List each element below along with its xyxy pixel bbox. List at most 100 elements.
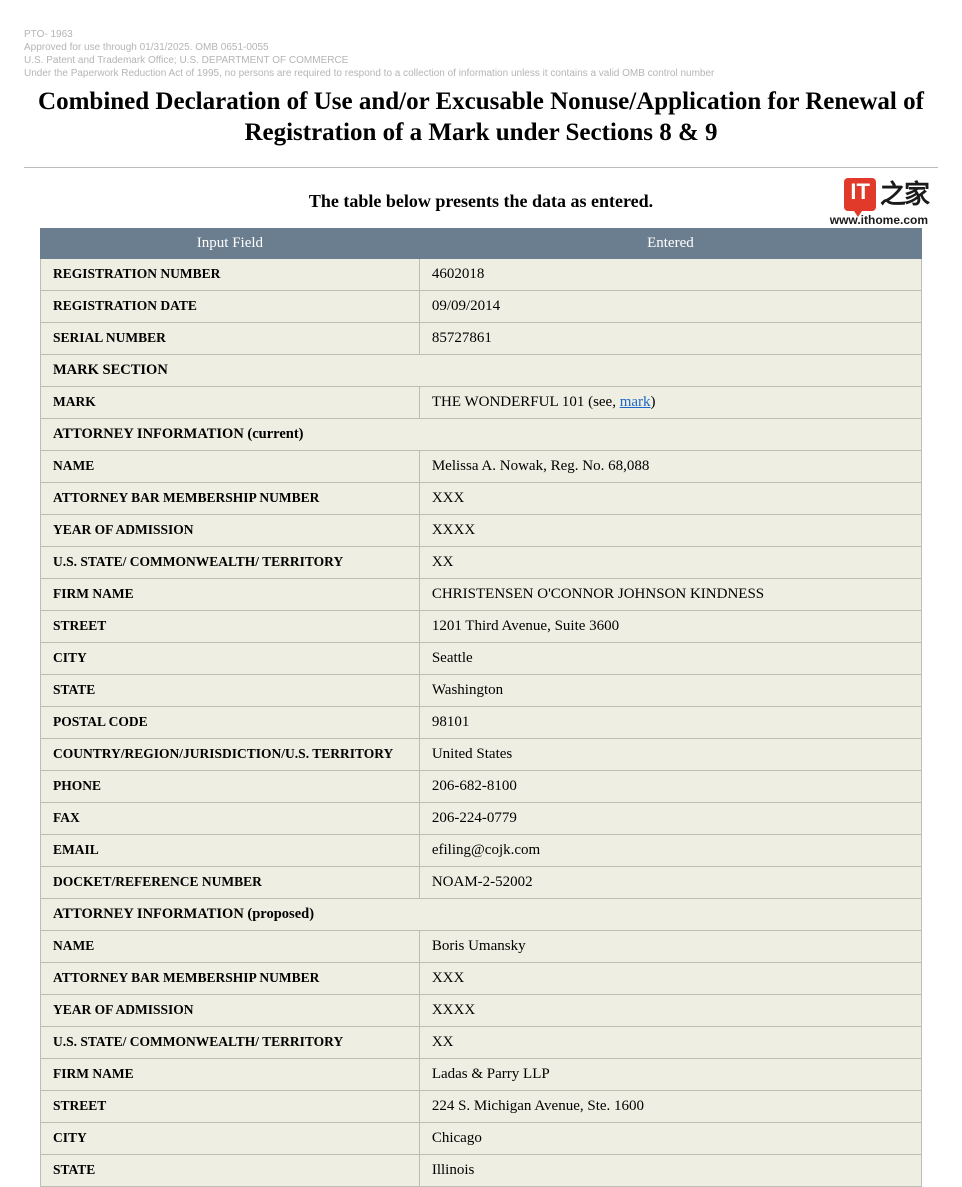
meta-line-3: U.S. Patent and Trademark Office; U.S. D… [24,54,938,67]
field-value: efiling@cojk.com [419,834,921,866]
table-row: POSTAL CODE98101 [41,706,922,738]
section-heading: MARK SECTION [41,354,922,386]
field-label: EMAIL [41,834,420,866]
table-row: YEAR OF ADMISSIONXXXX [41,514,922,546]
field-value: XX [419,1026,921,1058]
field-label: STREET [41,1090,420,1122]
table-row: STATEIllinois [41,1154,922,1186]
table-row: MARKTHE WONDERFUL 101 (see, mark) [41,386,922,418]
field-label: CITY [41,1122,420,1154]
table-row: DOCKET/REFERENCE NUMBERNOAM-2-52002 [41,866,922,898]
section-heading: ATTORNEY INFORMATION (current) [41,418,922,450]
field-label: REGISTRATION DATE [41,290,420,322]
field-value: Melissa A. Nowak, Reg. No. 68,088 [419,450,921,482]
field-value: 09/09/2014 [419,290,921,322]
field-value: Boris Umansky [419,930,921,962]
field-label: REGISTRATION NUMBER [41,258,420,290]
field-value: 1201 Third Avenue, Suite 3600 [419,610,921,642]
field-value: Washington [419,674,921,706]
watermark-box: IT [844,178,876,211]
field-value: 98101 [419,706,921,738]
field-label: STATE [41,1154,420,1186]
table-row: EMAILefiling@cojk.com [41,834,922,866]
table-row: SERIAL NUMBER85727861 [41,322,922,354]
field-value: Illinois [419,1154,921,1186]
table-row: COUNTRY/REGION/JURISDICTION/U.S. TERRITO… [41,738,922,770]
field-value: 206-224-0779 [419,802,921,834]
field-label: PHONE [41,770,420,802]
table-header-row: Input Field Entered [41,228,922,258]
field-value: 224 S. Michigan Avenue, Ste. 1600 [419,1090,921,1122]
field-value: XXXX [419,994,921,1026]
data-table: Input Field Entered REGISTRATION NUMBER4… [40,228,922,1187]
field-label: YEAR OF ADMISSION [41,514,420,546]
field-label: U.S. STATE/ COMMONWEALTH/ TERRITORY [41,546,420,578]
meta-line-1: PTO- 1963 [24,28,938,41]
section-row: ATTORNEY INFORMATION (proposed) [41,898,922,930]
table-row: REGISTRATION NUMBER4602018 [41,258,922,290]
table-row: REGISTRATION DATE09/09/2014 [41,290,922,322]
table-row: FAX206-224-0779 [41,802,922,834]
table-row: YEAR OF ADMISSIONXXXX [41,994,922,1026]
meta-line-4: Under the Paperwork Reduction Act of 199… [24,67,938,80]
field-label: FIRM NAME [41,578,420,610]
field-value: XXX [419,482,921,514]
field-label: ATTORNEY BAR MEMBERSHIP NUMBER [41,962,420,994]
field-label: FIRM NAME [41,1058,420,1090]
meta-line-2: Approved for use through 01/31/2025. OMB… [24,41,938,54]
field-label: DOCKET/REFERENCE NUMBER [41,866,420,898]
table-caption: The table below presents the data as ent… [24,191,938,212]
field-label: POSTAL CODE [41,706,420,738]
field-value: Seattle [419,642,921,674]
watermark-url: www.ithome.com [24,213,928,227]
table-row: CITYChicago [41,1122,922,1154]
document-page: PTO- 1963 Approved for use through 01/31… [0,0,962,1187]
field-label: CITY [41,642,420,674]
field-value: 206-682-8100 [419,770,921,802]
table-row: STATEWashington [41,674,922,706]
table-row: NAMEMelissa A. Nowak, Reg. No. 68,088 [41,450,922,482]
field-label: NAME [41,450,420,482]
table-row: ATTORNEY BAR MEMBERSHIP NUMBERXXX [41,962,922,994]
table-row: CITYSeattle [41,642,922,674]
field-value: United States [419,738,921,770]
table-row: FIRM NAMELadas & Parry LLP [41,1058,922,1090]
mark-link[interactable]: mark [620,394,651,410]
section-row: ATTORNEY INFORMATION (current) [41,418,922,450]
field-label: U.S. STATE/ COMMONWEALTH/ TERRITORY [41,1026,420,1058]
field-value: CHRISTENSEN O'CONNOR JOHNSON KINDNESS [419,578,921,610]
table-row: PHONE206-682-8100 [41,770,922,802]
section-heading: ATTORNEY INFORMATION (proposed) [41,898,922,930]
col-entered: Entered [419,228,921,258]
field-value: XX [419,546,921,578]
field-label: ATTORNEY BAR MEMBERSHIP NUMBER [41,482,420,514]
field-label: SERIAL NUMBER [41,322,420,354]
table-row: STREET224 S. Michigan Avenue, Ste. 1600 [41,1090,922,1122]
field-label: COUNTRY/REGION/JURISDICTION/U.S. TERRITO… [41,738,420,770]
field-label: STREET [41,610,420,642]
table-row: U.S. STATE/ COMMONWEALTH/ TERRITORYXX [41,1026,922,1058]
divider [24,167,938,168]
field-label: NAME [41,930,420,962]
table-row: NAMEBoris Umansky [41,930,922,962]
table-row: STREET1201 Third Avenue, Suite 3600 [41,610,922,642]
col-input-field: Input Field [41,228,420,258]
watermark-cn: 之家 [880,174,928,211]
table-container: Input Field Entered REGISTRATION NUMBER4… [24,228,938,1187]
table-row: ATTORNEY BAR MEMBERSHIP NUMBERXXX [41,482,922,514]
document-title: Combined Declaration of Use and/or Excus… [24,86,938,149]
field-label: MARK [41,386,420,418]
field-value: XXXX [419,514,921,546]
field-label: YEAR OF ADMISSION [41,994,420,1026]
field-value: THE WONDERFUL 101 (see, mark) [419,386,921,418]
field-value: XXX [419,962,921,994]
field-value: 85727861 [419,322,921,354]
section-row: MARK SECTION [41,354,922,386]
field-label: STATE [41,674,420,706]
field-value: NOAM-2-52002 [419,866,921,898]
watermark-logo: IT 之家 [844,174,928,211]
field-value: Chicago [419,1122,921,1154]
field-value: 4602018 [419,258,921,290]
table-row: FIRM NAMECHRISTENSEN O'CONNOR JOHNSON KI… [41,578,922,610]
field-value: Ladas & Parry LLP [419,1058,921,1090]
